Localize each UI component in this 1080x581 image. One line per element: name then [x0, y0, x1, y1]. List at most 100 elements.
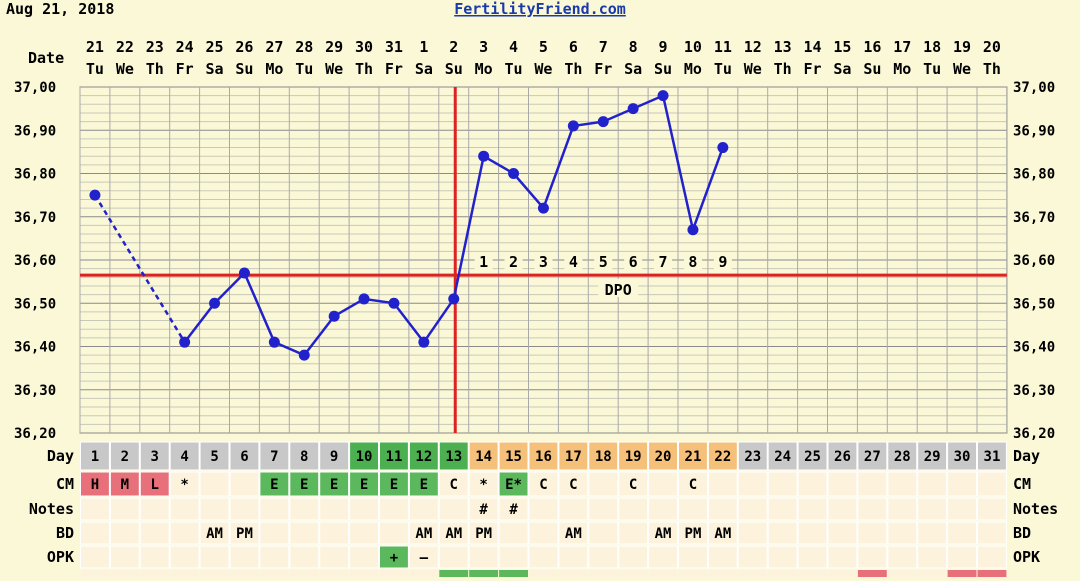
cell-notes [588, 497, 619, 521]
row-label-opk: OPK [47, 548, 74, 566]
bottom-strip-cell [439, 570, 469, 577]
cell-opk [947, 545, 977, 569]
cell-opk [229, 545, 260, 569]
cell-text-day: 30 [954, 449, 971, 465]
date-label: 19 [953, 38, 971, 56]
bottom-strip-cell [798, 570, 827, 577]
cell-cm [379, 471, 409, 497]
date-label: 17 [893, 38, 911, 56]
date-label: 10 [684, 38, 702, 56]
temperature-line [213, 272, 246, 305]
cell-opk [648, 545, 678, 569]
cell-bd [319, 521, 350, 545]
cell-bd [737, 521, 768, 545]
bottom-strip-cell [708, 570, 738, 577]
site-link[interactable]: FertilityFriend.com [454, 0, 626, 18]
cell-text-day: 20 [655, 449, 672, 465]
cell-day [827, 441, 858, 471]
bottom-strip-cell [947, 570, 977, 577]
cell-cm [887, 471, 918, 497]
cell-bd [438, 521, 469, 545]
temperature-line [691, 147, 725, 231]
cell-text-notes: # [509, 502, 518, 518]
cell-notes [349, 497, 380, 521]
cell-text-day: 2 [121, 449, 129, 465]
row-label-right-cm: CM [1013, 475, 1031, 493]
bottom-strip-cell [499, 570, 528, 577]
cell-opk [767, 545, 798, 569]
dpo-text-bg [598, 279, 639, 297]
cell-day [139, 441, 170, 471]
row-label-right-notes: Notes [1013, 500, 1058, 518]
date-label: 1 [419, 38, 428, 56]
bottom-strip-cell [738, 570, 768, 577]
weekday-label: We [744, 60, 762, 78]
weekday-label: Su [445, 60, 463, 78]
cell-cm [528, 471, 559, 497]
cell-cm [199, 471, 230, 497]
y-tick-label-left: 37,00 [14, 80, 56, 96]
temperature-point [627, 103, 639, 115]
date-label: 31 [385, 38, 403, 56]
cell-text-cm: C [689, 477, 697, 493]
cell-cm [917, 471, 948, 497]
cell-text-cm: E [270, 477, 278, 493]
cell-text-cm: L [151, 477, 159, 493]
cell-day [558, 441, 589, 471]
cell-day [169, 441, 200, 471]
cell-notes [109, 497, 140, 521]
date-label: 23 [146, 38, 164, 56]
cell-bd [379, 521, 409, 545]
temperature-line [512, 172, 545, 209]
dpo-label: 4 [569, 253, 578, 271]
bottom-strip-cell [289, 570, 319, 577]
cell-day [199, 441, 230, 471]
cell-text-opk: + [390, 550, 398, 566]
cell-day [947, 441, 977, 471]
cell-text-day: 6 [240, 449, 248, 465]
cell-day [857, 441, 888, 471]
date-label: 16 [863, 38, 881, 56]
dpo-label: 9 [718, 253, 727, 271]
cell-notes [229, 497, 260, 521]
weekday-label: Sa [206, 60, 224, 78]
temperature-point [209, 297, 221, 309]
cell-text-day: 27 [864, 449, 881, 465]
cell-notes [767, 497, 798, 521]
date-label: 13 [774, 38, 792, 56]
cell-cm [229, 471, 260, 497]
dpo-label-bg [474, 252, 493, 270]
cell-day [678, 441, 708, 471]
weekday-label: Fr [385, 60, 403, 78]
cell-text-day: 14 [475, 449, 492, 465]
cell-opk [109, 545, 140, 569]
cell-bd [947, 521, 977, 545]
cell-day [917, 441, 948, 471]
date-label: 6 [569, 38, 578, 56]
cell-opk [857, 545, 888, 569]
date-label: 2 [449, 38, 458, 56]
cell-notes [648, 497, 678, 521]
cell-day [528, 441, 559, 471]
cell-text-day: 18 [595, 449, 612, 465]
cell-cm [558, 471, 589, 497]
header-date: Aug 21, 2018 [6, 0, 114, 18]
cell-day [319, 441, 350, 471]
weekday-label: Sa [624, 60, 642, 78]
cell-opk [558, 545, 589, 569]
weekday-label: Mo [893, 60, 911, 78]
date-row-label: Date [28, 49, 64, 67]
cell-cm [438, 471, 469, 497]
temperature-line [422, 298, 455, 343]
cell-notes [857, 497, 888, 521]
cell-text-day: 4 [180, 449, 188, 465]
temperature-line [243, 272, 276, 343]
cell-bd [618, 521, 649, 545]
cell-notes [408, 497, 439, 521]
cell-bd [289, 521, 320, 545]
cell-text-day: 19 [625, 449, 642, 465]
temperature-line [183, 302, 216, 343]
temperature-line [392, 302, 425, 343]
cell-text-cm: M [121, 477, 129, 493]
cell-text-cm: H [91, 477, 99, 493]
